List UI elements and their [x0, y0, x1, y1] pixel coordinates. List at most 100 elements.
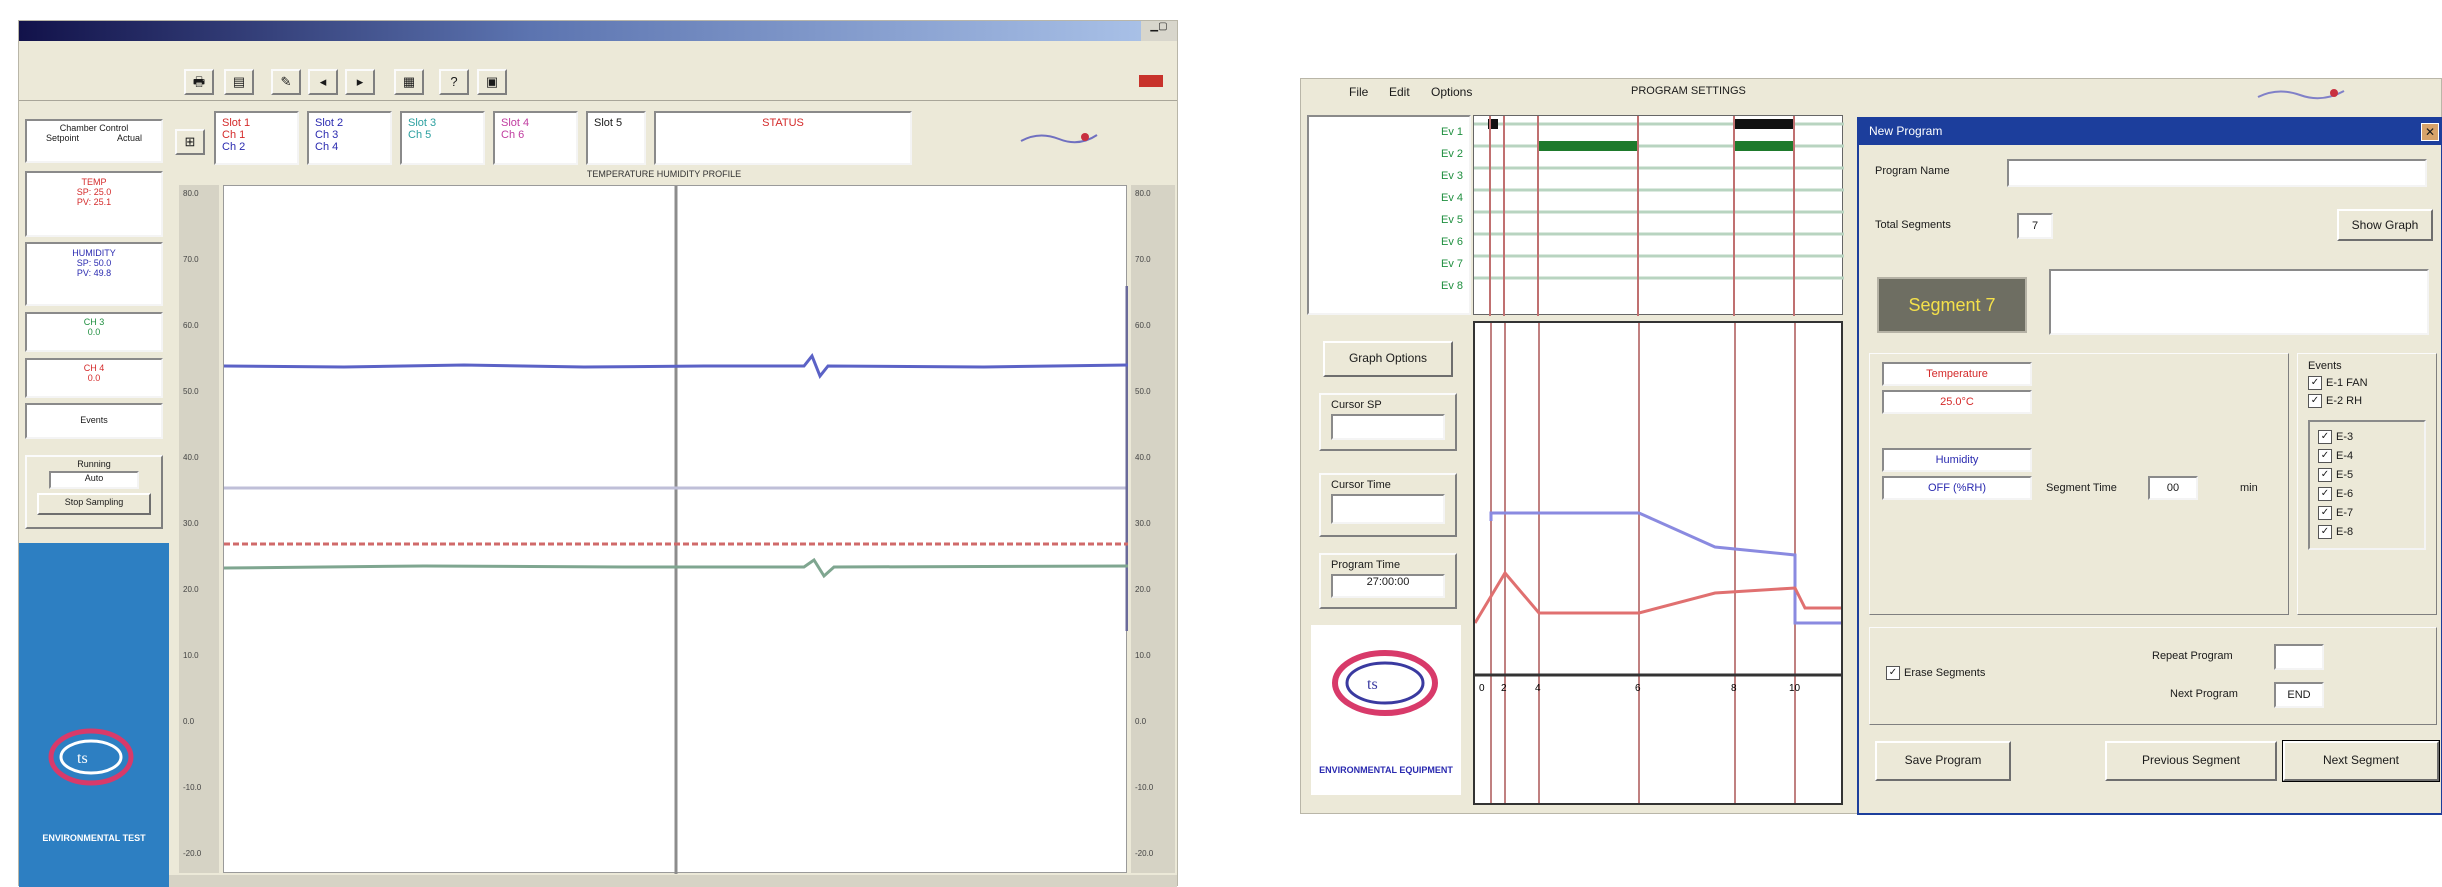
- checkbox-icon[interactable]: ✓: [2318, 430, 2332, 445]
- grid-icon[interactable]: ▦: [394, 69, 424, 95]
- svg-text:ts: ts: [77, 750, 88, 767]
- event-check-rh[interactable]: ✓ E-2 RH: [2308, 394, 2426, 408]
- sampling-panel: Running Auto Stop Sampling: [25, 455, 163, 529]
- save-program-button[interactable]: Save Program: [1875, 741, 2011, 781]
- graph-options-button[interactable]: Graph Options: [1323, 341, 1453, 377]
- readout-line: Ch 5: [408, 129, 432, 141]
- checkbox-icon[interactable]: ✓: [2318, 506, 2332, 521]
- trend-graph[interactable]: [223, 185, 1129, 874]
- dialog-title-bar: New Program: [1859, 119, 2442, 145]
- panel-line: 0.0: [87, 373, 101, 383]
- segment-comment-field[interactable]: [2049, 269, 2429, 335]
- event-check-label: E-6: [2336, 488, 2354, 500]
- back-icon[interactable]: ◂: [308, 69, 338, 95]
- checkbox-icon[interactable]: ✓: [2308, 394, 2322, 408]
- checkbox-icon[interactable]: ✓: [2308, 376, 2322, 390]
- trace-blue: [223, 353, 1129, 379]
- event-row-label: Ev 2: [1440, 148, 1463, 160]
- event-check[interactable]: ✓ E-6: [2318, 485, 2416, 504]
- sidebar-top-panel: Chamber Control Setpoint Actual: [25, 119, 163, 163]
- event-timeline: [1473, 115, 1844, 316]
- temperature-field[interactable]: 25.0°C: [1882, 390, 2032, 414]
- dialog-title: New Program: [1869, 124, 1943, 138]
- panel-line: PV: 49.8: [76, 268, 112, 278]
- profile-graph[interactable]: 0 2 4 6 8 10: [1473, 321, 1843, 805]
- menu-item-edit[interactable]: Edit: [1389, 85, 1410, 99]
- forward-icon[interactable]: ▸: [345, 69, 375, 95]
- save-icon[interactable]: ▣: [477, 69, 507, 95]
- event-check-label: E-8: [2336, 526, 2354, 538]
- cursor-sp-field[interactable]: [1331, 414, 1445, 440]
- event-check[interactable]: ✓ E-7: [2318, 504, 2416, 523]
- segment-time-field[interactable]: 00: [2148, 476, 2198, 500]
- brand-footer-text: ENVIRONMENTAL TEST: [42, 833, 146, 843]
- dialog-close-icon[interactable]: ✕: [2421, 123, 2439, 141]
- program-time-field[interactable]: 27:00:00: [1331, 574, 1445, 598]
- event-check-list: ✓ E-3 ✓ E-4 ✓ E-5 ✓ E-6 ✓ E-7 ✓ E-8: [2308, 420, 2426, 550]
- event-row-label: Ev 1: [1440, 126, 1463, 138]
- brand-logo-icon: [1019, 129, 1099, 145]
- readout-name: Slot 4: [501, 117, 530, 129]
- readout-box: Slot 2 Ch 3 Ch 4: [307, 111, 392, 165]
- menu-bar: File Edit Options PROGRAM SETTINGS: [1301, 79, 2442, 107]
- close-icon[interactable]: [1139, 75, 1163, 87]
- pin-icon[interactable]: ⊞: [175, 129, 205, 155]
- events-group: Events ✓ E-1 FAN ✓ E-2 RH ✓ E-3 ✓ E-4 ✓ E-5 ✓…: [2297, 353, 2437, 615]
- event-check-label: E-3: [2336, 431, 2354, 443]
- stop-sampling-button[interactable]: Stop Sampling: [37, 493, 151, 515]
- erase-segments-checkbox[interactable]: ✓ Erase Segments: [1886, 666, 1985, 680]
- checkbox-icon[interactable]: ✓: [2318, 487, 2332, 502]
- readout-box: Slot 3 Ch 5: [400, 111, 485, 165]
- panel-line: SP: 50.0: [76, 258, 112, 268]
- print-icon[interactable]: 🖶: [184, 69, 214, 95]
- program-name-field[interactable]: [2007, 159, 2427, 187]
- next-segment-button[interactable]: Next Segment: [2282, 740, 2440, 782]
- event-check-label: E-2 RH: [2326, 394, 2363, 407]
- repeat-program-label: Repeat Program: [2152, 650, 2233, 662]
- window-controls[interactable]: ▁▢: [1141, 21, 1177, 41]
- x-tick: 10: [1789, 683, 1801, 694]
- chart-icon[interactable]: ▤: [224, 69, 254, 95]
- setpoint-group: Temperature 25.0°C Humidity OFF (%RH) Se…: [1869, 353, 2289, 615]
- panel-title: CH 3: [83, 317, 105, 327]
- pen-icon[interactable]: ✎: [271, 69, 301, 95]
- readout-box: Slot 5: [586, 111, 646, 165]
- sidebar-panel-ch3: CH 3 0.0: [25, 312, 163, 352]
- menu-item-file[interactable]: File: [1349, 85, 1369, 99]
- next-program-field[interactable]: END: [2274, 682, 2324, 708]
- total-segments-field[interactable]: 7: [2017, 213, 2053, 239]
- brand-logo-icon: [2256, 85, 2346, 101]
- segment-number: 7: [1985, 295, 1996, 315]
- event-check[interactable]: ✓ E-3: [2318, 428, 2416, 447]
- readout-line: Ch 3: [315, 129, 339, 141]
- checkbox-icon[interactable]: ✓: [2318, 525, 2332, 540]
- repeat-program-field[interactable]: [2274, 644, 2324, 670]
- left-toolbar: 🖶 ▤ ✎ ◂ ▸ ▦ ? ▣: [19, 63, 1177, 101]
- field-label: Cursor SP: [1331, 399, 1382, 411]
- x-tick: 6: [1635, 683, 1641, 694]
- left-sidebar: Chamber Control Setpoint Actual TEMP SP:…: [19, 105, 169, 887]
- erase-segments-label: Erase Segments: [1904, 666, 1986, 679]
- readout-box: Slot 1 Ch 1 Ch 2: [214, 111, 299, 165]
- panel-line: PV: 25.1: [76, 197, 112, 207]
- trend-graph-svg: [223, 186, 1129, 874]
- checkbox-icon[interactable]: ✓: [2318, 449, 2332, 464]
- event-label-panel: Ev 1 Ev 2 Ev 3 Ev 4 Ev 5 Ev 6 Ev 7 Ev 8: [1307, 115, 1471, 315]
- cursor-time-field[interactable]: [1331, 494, 1445, 524]
- x-tick: 8: [1731, 683, 1737, 694]
- show-graph-button[interactable]: Show Graph: [2337, 209, 2433, 241]
- left-y-scale: 80.0 70.0 60.0 50.0 40.0 30.0 20.0 10.0 0.0 -10.0…: [179, 185, 219, 873]
- previous-segment-button[interactable]: Previous Segment: [2105, 741, 2277, 781]
- readout-line: Ch 4: [315, 141, 339, 153]
- event-check[interactable]: ✓ E-4: [2318, 447, 2416, 466]
- checkbox-icon[interactable]: ✓: [2318, 468, 2332, 483]
- checkbox-icon[interactable]: ✓: [1886, 666, 1900, 680]
- event-check-fan[interactable]: ✓ E-1 FAN: [2308, 376, 2426, 390]
- menu-item-options[interactable]: Options: [1431, 85, 1473, 99]
- event-check[interactable]: ✓ E-5: [2318, 466, 2416, 485]
- event-check-label: E-4: [2336, 450, 2354, 462]
- humidity-field[interactable]: OFF (%RH): [1882, 476, 2032, 500]
- event-check[interactable]: ✓ E-8: [2318, 523, 2416, 542]
- x-tick: 0: [1479, 683, 1485, 694]
- help-icon[interactable]: ?: [439, 69, 469, 95]
